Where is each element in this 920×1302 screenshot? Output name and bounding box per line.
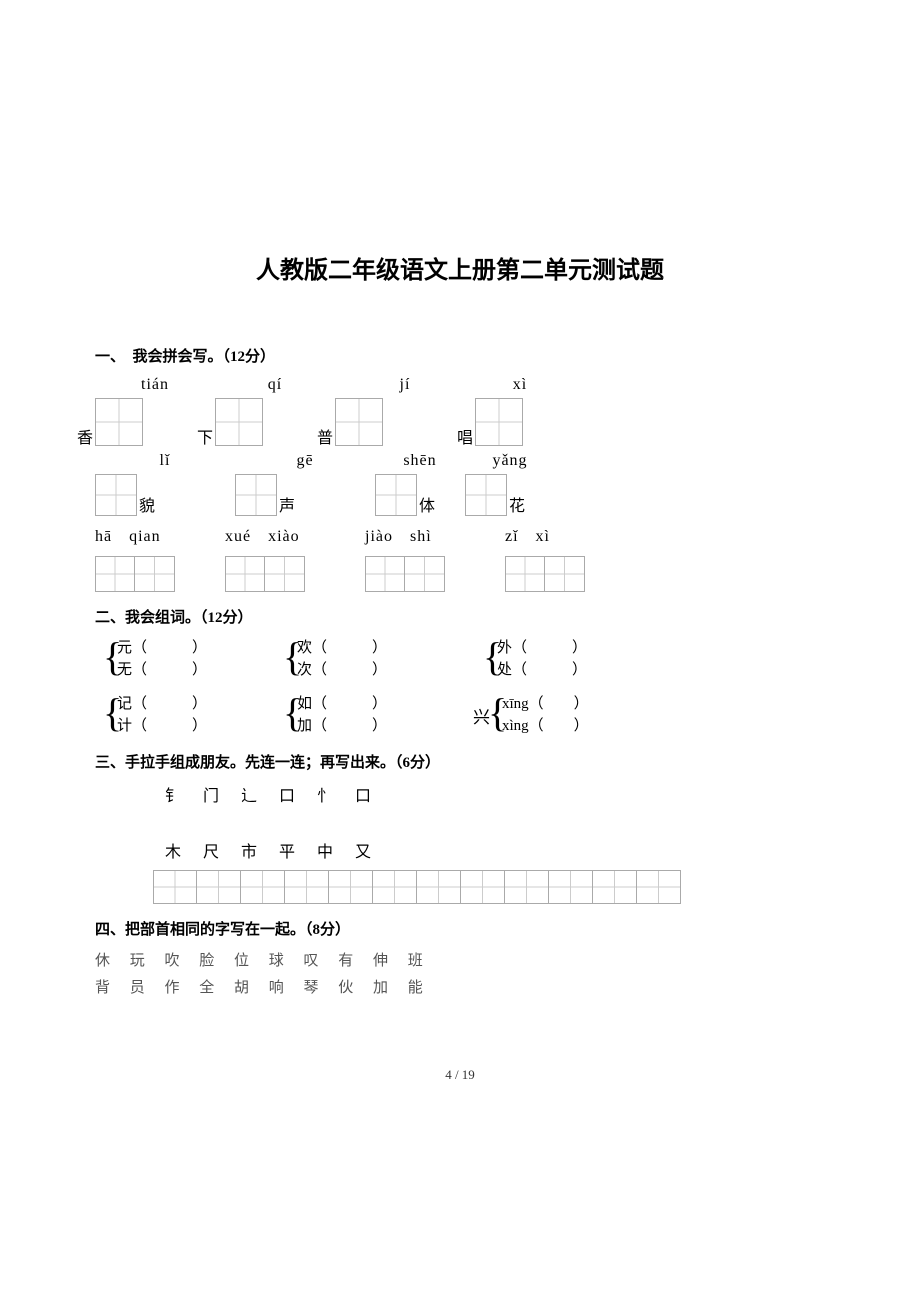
answer-box (475, 398, 523, 446)
pinyin-label: gē (235, 452, 375, 470)
pinyin-label: zǐ xì (505, 522, 605, 546)
s1-row3-pinyin: hā qianxué xiàojiào shìzǐ xì (95, 522, 825, 550)
prefix-char: 普 (317, 430, 333, 447)
word-option: 处（ ） (497, 659, 587, 681)
answer-box-pair (365, 556, 445, 592)
s1-cell: xì唱 (475, 376, 565, 446)
answer-box (235, 474, 277, 516)
answer-box (95, 398, 143, 446)
answer-box (335, 398, 383, 446)
section2-heading: 二、我会组词。（12分） (95, 606, 825, 627)
s3-bottom-chars: 木尺市平中又 (165, 838, 825, 862)
word-pair-group: {欢（ ）次（ ） (283, 637, 387, 681)
pinyin-label: yǎng (465, 452, 555, 470)
prefix-char: 下 (197, 430, 213, 447)
s1-row1: tián香qí下jí普xì唱 (95, 376, 825, 446)
word-option: xīng（ ） (502, 693, 589, 715)
brace-icon: { (483, 635, 502, 679)
suffix-char: 貌 (139, 498, 155, 515)
word-option: 计（ ） (117, 715, 207, 737)
word-pair-group: {记（ ）计（ ） (103, 693, 207, 737)
pinyin-label: lǐ (95, 452, 235, 470)
pinyin-label: xué xiào (225, 522, 365, 546)
brace-icon: { (103, 691, 122, 735)
pinyin-label: tián (95, 376, 215, 394)
answer-box-pair (505, 556, 585, 592)
s1-row3-boxes (95, 556, 825, 592)
page-footer: 4 / 19 (95, 1067, 825, 1103)
word-pair-group: {外（ ）处（ ） (483, 637, 587, 681)
word-option: 记（ ） (117, 693, 207, 715)
word-option: 无（ ） (117, 659, 207, 681)
suffix-char: 体 (419, 498, 435, 515)
prefix-char: 唱 (457, 430, 473, 447)
section3-heading: 三、手拉手组成朋友。先连一连；再写出来。（6分） (95, 751, 825, 772)
brace-icon: { (283, 635, 302, 679)
word-pair-group: {如（ ）加（ ） (283, 693, 387, 737)
document-title: 人教版二年级语文上册第二单元测试题 (95, 250, 825, 285)
s2-row2: {记（ ）计（ ）{如（ ）加（ ）兴{xīng（ ）xìng（ ） (103, 693, 825, 737)
s4-line1: 休 玩 吹 脸 位 球 叹 有 伸 班 (95, 949, 825, 970)
pinyin-label: qí (215, 376, 335, 394)
s1-cell: jí普 (335, 376, 475, 446)
s1-cell: lǐ 貌 (95, 452, 235, 516)
answer-box (465, 474, 507, 516)
suffix-char: 花 (509, 498, 525, 515)
word-option: 元（ ） (117, 637, 207, 659)
brace-icon: { (283, 691, 302, 735)
pinyin-label: xì (475, 376, 565, 394)
word-option: 次（ ） (297, 659, 387, 681)
s1-row2: lǐ 貌 gē 声 shēn 体 yǎng 花 (95, 452, 825, 516)
answer-box (95, 474, 137, 516)
pinyin-label: hā qian (95, 522, 225, 546)
answer-box-pair (95, 556, 175, 592)
section4-heading: 四、把部首相同的字写在一起。（8分） (95, 918, 825, 939)
s1-cell: shēn 体 (375, 452, 465, 516)
s3-top-chars: 钅门辶口忄口 (165, 782, 825, 806)
s3-answer-boxes (153, 870, 825, 904)
s2-row1: {元（ ）无（ ）{欢（ ）次（ ）{外（ ）处（ ） (103, 637, 825, 681)
word-option: xìng（ ） (502, 715, 589, 737)
pinyin-label: jiào shì (365, 522, 505, 546)
pinyin-label: shēn (375, 452, 465, 470)
s4-line2: 背 员 作 全 胡 响 琴 伙 加 能 (95, 976, 825, 997)
section1-heading: 一、 我会拼会写。（12分） (95, 345, 825, 366)
word-option: 加（ ） (297, 715, 387, 737)
word-option: 欢（ ） (297, 637, 387, 659)
word-option: 外（ ） (497, 637, 587, 659)
answer-box-pair (225, 556, 305, 592)
brace-icon: { (103, 635, 122, 679)
s1-cell: gē 声 (235, 452, 375, 516)
word-pair-group: {xīng（ ）xìng（ ） (488, 693, 589, 737)
suffix-char: 声 (279, 498, 295, 515)
word-option: 如（ ） (297, 693, 387, 715)
answer-box (375, 474, 417, 516)
s1-cell: yǎng 花 (465, 452, 555, 516)
prefix-char: 香 (77, 430, 93, 447)
word-pair-group: {元（ ）无（ ） (103, 637, 207, 681)
pinyin-label: jí (335, 376, 475, 394)
answer-box (215, 398, 263, 446)
brace-icon: { (488, 691, 507, 735)
